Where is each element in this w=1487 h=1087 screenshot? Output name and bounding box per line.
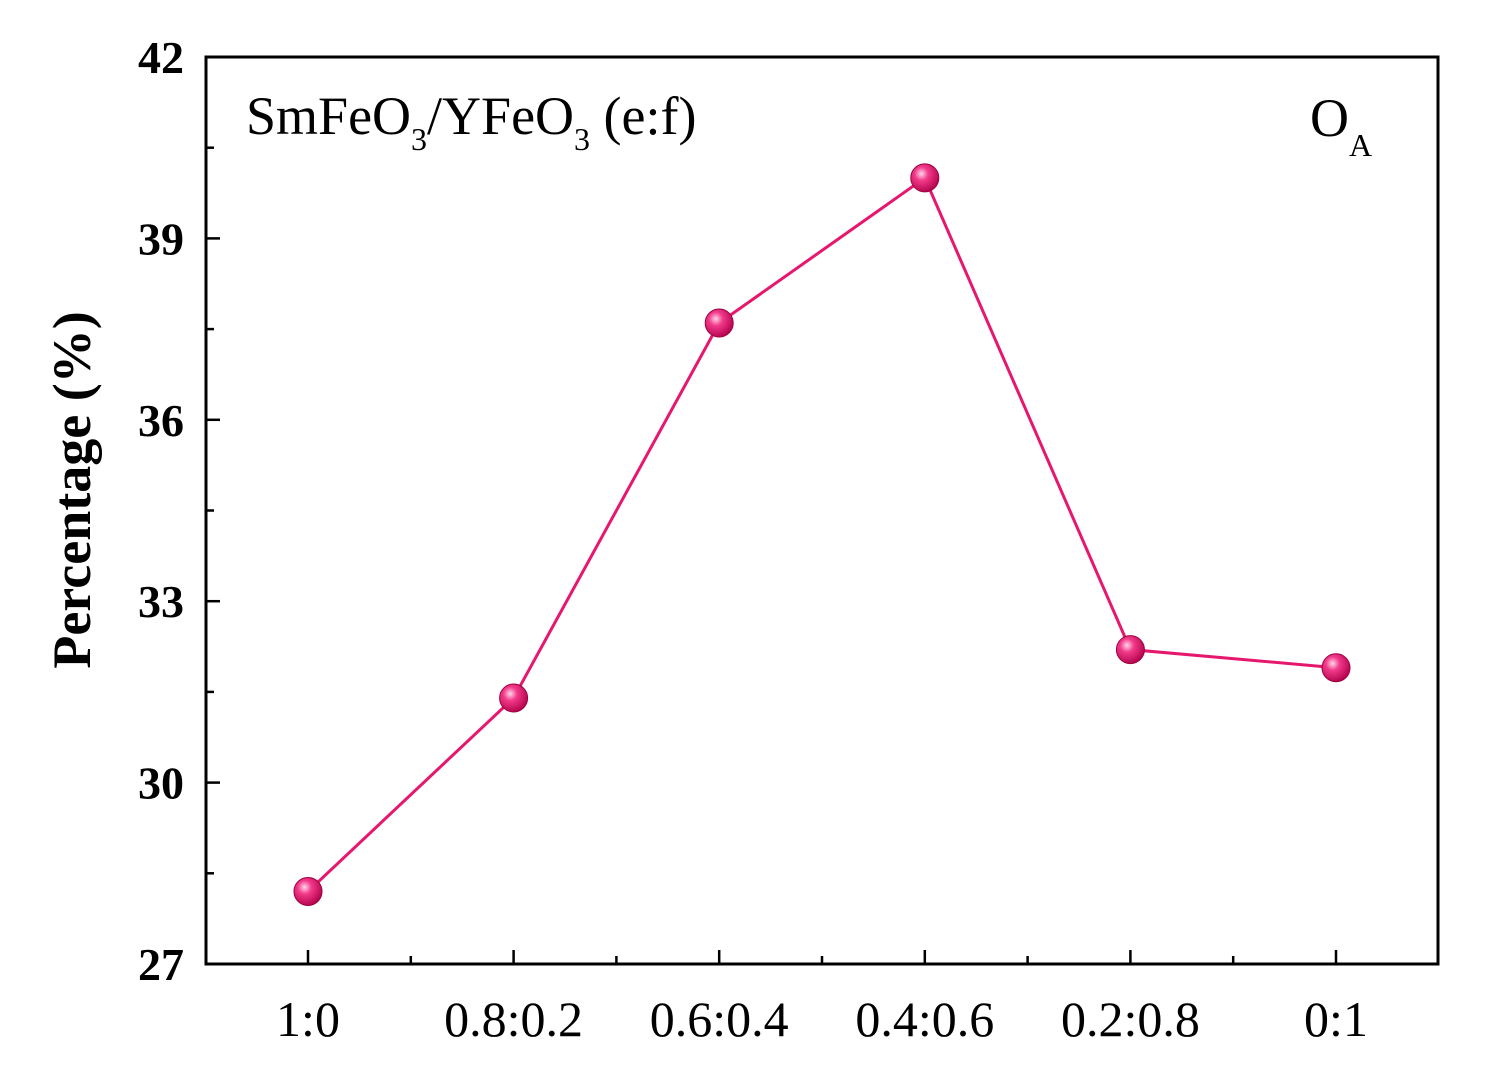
x-tick-label: 0.6:0.4 bbox=[650, 991, 789, 1047]
y-tick-label: 27 bbox=[138, 939, 184, 990]
data-point bbox=[910, 163, 940, 193]
x-tick-label: 0.8:0.2 bbox=[444, 991, 583, 1047]
sample-annotation-sub2: 3 bbox=[574, 121, 590, 157]
x-tick-label: 1:0 bbox=[276, 991, 340, 1047]
y-tick-label: 30 bbox=[138, 758, 184, 809]
sample-annotation: SmFeO3/YFeO3 (e:f) bbox=[246, 86, 696, 157]
y-tick-label: 36 bbox=[138, 395, 184, 446]
sample-annotation-part2: /YFeO bbox=[427, 86, 574, 146]
x-tick-label: 0.2:0.8 bbox=[1061, 991, 1200, 1047]
y-tick-label: 39 bbox=[138, 213, 184, 264]
y-tick-label: 33 bbox=[138, 576, 184, 627]
sample-annotation-part3: (e:f) bbox=[590, 86, 696, 146]
data-point bbox=[499, 683, 529, 713]
series-line bbox=[306, 175, 1337, 893]
data-point bbox=[293, 876, 323, 906]
y-axis-label: Percentage (%) bbox=[42, 311, 102, 668]
data-point bbox=[1115, 635, 1145, 665]
x-tick-label: 0:1 bbox=[1304, 991, 1368, 1047]
species-annotation-sub: A bbox=[1349, 127, 1372, 163]
data-point bbox=[1321, 653, 1351, 683]
data-point bbox=[704, 308, 734, 338]
sample-annotation-sub1: 3 bbox=[411, 121, 427, 157]
species-annotation-main: O bbox=[1310, 88, 1349, 148]
species-annotation: OA bbox=[1310, 88, 1372, 163]
y-tick-label: 42 bbox=[138, 32, 184, 83]
x-tick-label: 0.4:0.6 bbox=[855, 991, 994, 1047]
sample-annotation-part1: SmFeO bbox=[246, 86, 411, 146]
plot-frame bbox=[204, 55, 1440, 966]
axis-ticks bbox=[206, 55, 1338, 966]
series bbox=[293, 163, 1351, 906]
